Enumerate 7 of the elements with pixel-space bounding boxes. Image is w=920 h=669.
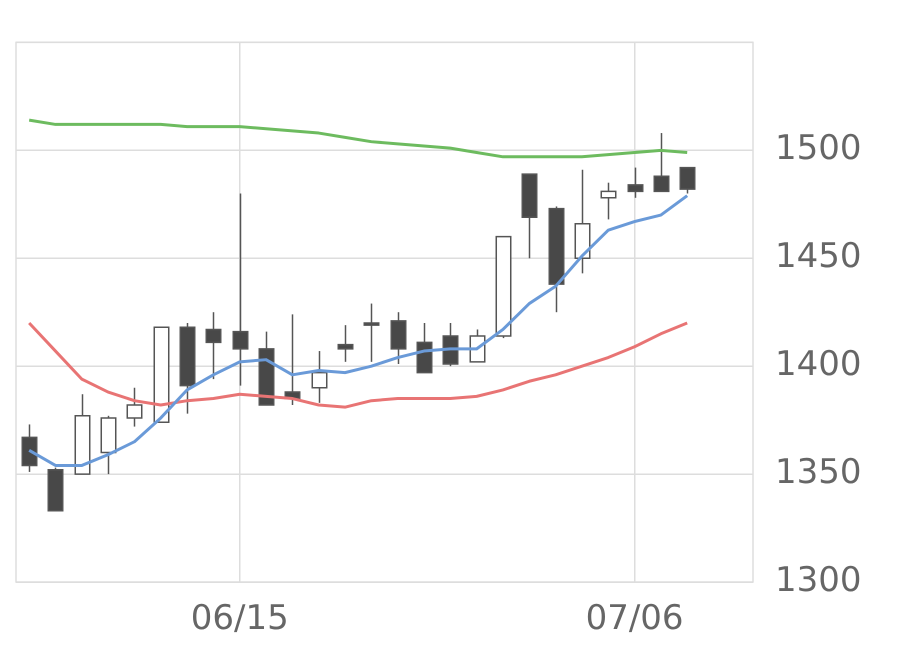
x-tick-label: 07/06 <box>586 598 684 638</box>
y-tick-label: 1400 <box>775 344 862 384</box>
y-tick-label: 1500 <box>775 128 862 168</box>
y-tick-label: 1350 <box>775 452 862 492</box>
y-tick-label: 1450 <box>775 236 862 276</box>
x-tick-label: 06/15 <box>190 598 289 638</box>
y-tick-label: 1300 <box>775 560 862 600</box>
